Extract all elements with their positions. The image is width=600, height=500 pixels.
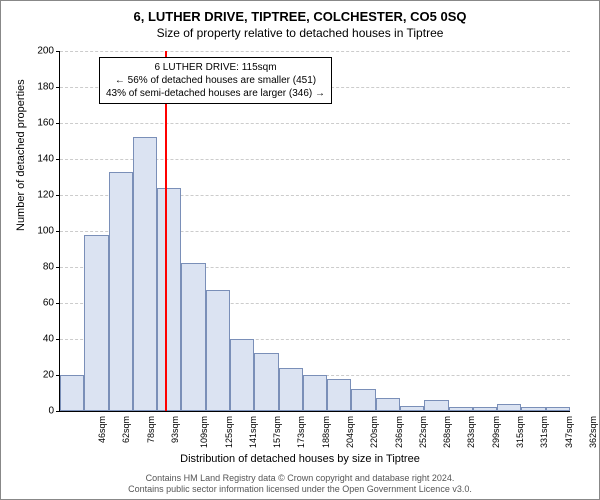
ytick-mark [56, 87, 60, 88]
chart-title-address: 6, LUTHER DRIVE, TIPTREE, COLCHESTER, CO… [1, 9, 599, 24]
marker-annotation: 6 LUTHER DRIVE: 115sqm ← 56% of detached… [99, 57, 332, 104]
xtick-label: 157sqm [272, 416, 282, 448]
histogram-bar [279, 368, 303, 411]
annotation-line2: ← 56% of detached houses are smaller (45… [106, 74, 325, 87]
xtick-label: 204sqm [345, 416, 355, 448]
ytick-label: 100 [24, 226, 54, 237]
histogram-bar [497, 404, 521, 411]
histogram-bar [449, 407, 473, 411]
ytick-mark [56, 195, 60, 196]
ytick-mark [56, 267, 60, 268]
histogram-bar [230, 339, 254, 411]
xtick-label: 283sqm [466, 416, 476, 448]
ytick-label: 180 [24, 82, 54, 93]
histogram-bar [60, 375, 84, 411]
histogram-bar [206, 290, 230, 411]
gridline [60, 51, 570, 52]
ytick-mark [56, 339, 60, 340]
xtick-label: 62sqm [121, 416, 131, 443]
histogram-bar [157, 188, 181, 411]
xtick-label: 93sqm [170, 416, 180, 443]
xtick-label: 315sqm [515, 416, 525, 448]
ytick-mark [56, 231, 60, 232]
ytick-mark [56, 51, 60, 52]
histogram-bar [521, 407, 545, 411]
xtick-label: 331sqm [539, 416, 549, 448]
gridline [60, 123, 570, 124]
x-axis-label: Distribution of detached houses by size … [1, 453, 599, 465]
chart-area: 02040608010012014016018020046sqm62sqm78s… [59, 51, 569, 411]
histogram-bar [303, 375, 327, 411]
histogram-bar [351, 389, 375, 411]
histogram-bar [376, 398, 400, 411]
histogram-bar [424, 400, 448, 411]
ytick-label: 20 [24, 370, 54, 381]
ytick-label: 80 [24, 262, 54, 273]
ytick-mark [56, 303, 60, 304]
histogram-bar [473, 407, 497, 411]
property-marker-line [165, 51, 167, 411]
histogram-bar [133, 137, 157, 411]
xtick-label: 252sqm [418, 416, 428, 448]
histogram-bar [84, 235, 108, 411]
ytick-label: 60 [24, 298, 54, 309]
xtick-label: 268sqm [442, 416, 452, 448]
xtick-label: 141sqm [248, 416, 258, 448]
ytick-label: 200 [24, 46, 54, 57]
ytick-label: 0 [24, 406, 54, 417]
ytick-mark [56, 123, 60, 124]
xtick-label: 125sqm [224, 416, 234, 448]
histogram-bar [400, 406, 424, 411]
chart-title-subtitle: Size of property relative to detached ho… [1, 26, 599, 40]
histogram-bar [546, 407, 570, 411]
ytick-label: 160 [24, 118, 54, 129]
xtick-label: 362sqm [588, 416, 598, 448]
histogram-bar [109, 172, 133, 411]
xtick-label: 347sqm [564, 416, 574, 448]
annotation-line1: 6 LUTHER DRIVE: 115sqm [106, 61, 325, 74]
histogram-bar [181, 263, 205, 411]
xtick-label: 220sqm [369, 416, 379, 448]
xtick-label: 236sqm [394, 416, 404, 448]
xtick-label: 299sqm [491, 416, 501, 448]
chart-container: 6, LUTHER DRIVE, TIPTREE, COLCHESTER, CO… [0, 0, 600, 500]
histogram-bar [254, 353, 278, 411]
xtick-label: 109sqm [199, 416, 209, 448]
xtick-label: 46sqm [97, 416, 107, 443]
plot-region: 02040608010012014016018020046sqm62sqm78s… [59, 51, 570, 412]
footer-line1: Contains HM Land Registry data © Crown c… [1, 473, 599, 484]
ytick-mark [56, 411, 60, 412]
histogram-bar [327, 379, 351, 411]
ytick-label: 120 [24, 190, 54, 201]
xtick-label: 188sqm [321, 416, 331, 448]
annotation-line3: 43% of semi-detached houses are larger (… [106, 87, 325, 100]
ytick-label: 40 [24, 334, 54, 345]
ytick-mark [56, 159, 60, 160]
footer-credits: Contains HM Land Registry data © Crown c… [1, 473, 599, 495]
xtick-label: 78sqm [146, 416, 156, 443]
footer-line2: Contains public sector information licen… [1, 484, 599, 495]
ytick-label: 140 [24, 154, 54, 165]
xtick-label: 173sqm [296, 416, 306, 448]
